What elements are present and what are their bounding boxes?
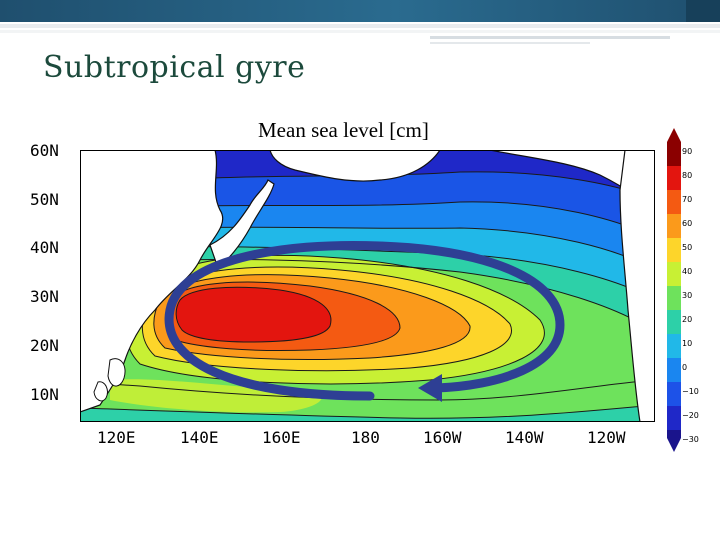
- colorbar-label: 10: [682, 339, 693, 348]
- lon-label-140w: 140W: [505, 428, 544, 447]
- lon-label-120w: 120W: [587, 428, 626, 447]
- colorbar-label: 60: [682, 219, 693, 228]
- colorbar-label: 0: [682, 363, 688, 372]
- lon-label-180: 180: [351, 428, 380, 447]
- lat-label-50n: 50N: [30, 190, 59, 209]
- japan-landmass: [209, 179, 275, 269]
- kamchatka-landmass: [269, 150, 441, 182]
- north-america-landmass: [619, 150, 655, 422]
- lat-label-40n: 40N: [30, 238, 59, 257]
- colorbar-label: 50: [682, 243, 693, 252]
- map-title: Mean sea level [cm]: [258, 118, 429, 142]
- colorbar-label: −30: [682, 435, 699, 444]
- colorbar-label: 30: [682, 291, 693, 300]
- lon-label-160e: 160E: [262, 428, 301, 447]
- sea-level-map: [80, 150, 655, 422]
- header-bar: [0, 0, 720, 22]
- colorbar-label: −10: [682, 387, 699, 396]
- lon-label-160w: 160W: [423, 428, 462, 447]
- lat-label-20n: 20N: [30, 336, 59, 355]
- header-bar-cap: [686, 0, 720, 22]
- colorbar-label: 40: [682, 267, 693, 276]
- colorbar-label: 80: [682, 171, 693, 180]
- colorbar-label: 90: [682, 147, 693, 156]
- philippines-landmass: [107, 358, 126, 387]
- colorbar-label: −20: [682, 411, 699, 420]
- colorbar-label: 20: [682, 315, 693, 324]
- colorbar: [667, 128, 681, 452]
- lat-label-30n: 30N: [30, 287, 59, 306]
- header-decoration: [0, 24, 720, 44]
- gyre-arrow: [164, 241, 565, 402]
- slide-title: Subtropical gyre: [43, 50, 306, 85]
- lon-label-140e: 140E: [180, 428, 219, 447]
- lat-label-10n: 10N: [30, 385, 59, 404]
- lon-label-120e: 120E: [97, 428, 136, 447]
- colorbar-label: 70: [682, 195, 693, 204]
- lat-label-60n: 60N: [30, 141, 59, 160]
